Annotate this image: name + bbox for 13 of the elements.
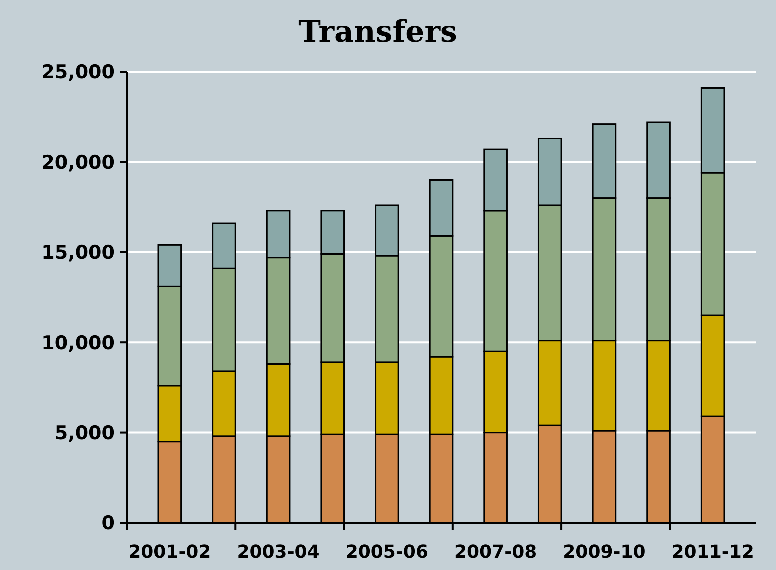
x-tick-label: 2011-12 xyxy=(672,542,754,563)
x-tick-label: 2009-10 xyxy=(563,542,646,563)
x-tick-label: 2001-02 xyxy=(128,542,212,563)
x-tick-label: 2005-06 xyxy=(346,542,428,563)
y-tick-label: 15,000 xyxy=(42,242,115,264)
y-tick-label: 10,000 xyxy=(42,332,115,354)
y-tick-label: 25,000 xyxy=(42,62,115,84)
chart-title: Transfers xyxy=(298,15,458,50)
y-tick-label: 0 xyxy=(102,512,115,535)
y-tick-label: 20,000 xyxy=(42,152,115,174)
x-tick-label: 2003-04 xyxy=(237,542,320,563)
y-tick-label: 5,000 xyxy=(54,422,115,444)
x-tick-label: 2007-08 xyxy=(454,542,538,563)
